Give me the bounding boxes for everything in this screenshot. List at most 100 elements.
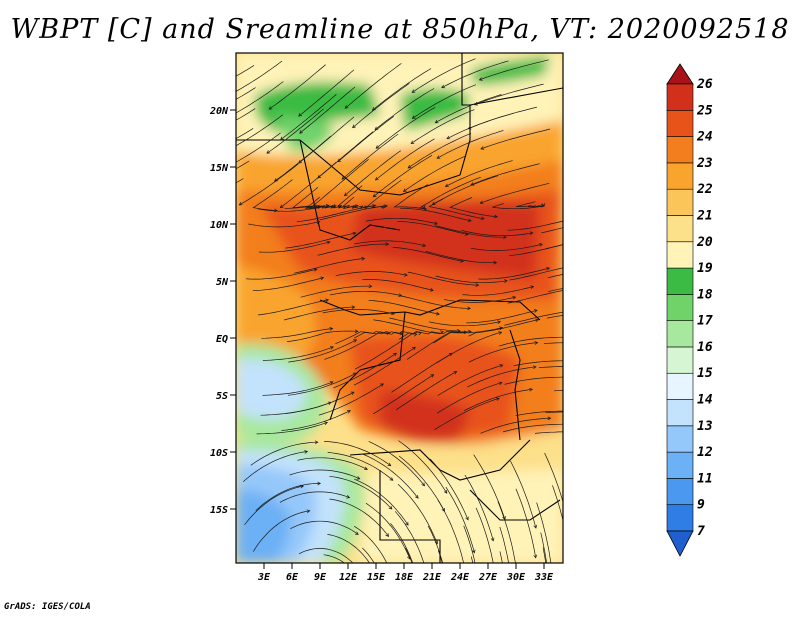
streamline-arrow bbox=[412, 346, 416, 351]
streamline bbox=[470, 243, 543, 251]
streamline-arrow bbox=[191, 138, 194, 141]
lat-label: 15N bbox=[210, 163, 229, 174]
streamline bbox=[470, 556, 474, 563]
streamline bbox=[368, 299, 440, 315]
streamline bbox=[372, 68, 432, 111]
lon-label: 9E bbox=[314, 572, 327, 583]
streamline bbox=[395, 371, 457, 411]
streamline-arrow bbox=[529, 387, 534, 392]
colorbar-box bbox=[666, 83, 694, 111]
lat-label: 15S bbox=[210, 505, 228, 516]
streamline bbox=[365, 502, 411, 560]
streamline bbox=[499, 526, 509, 563]
streamline bbox=[492, 203, 545, 210]
streamline bbox=[473, 454, 506, 520]
streamline bbox=[397, 483, 438, 544]
streamline-arrow bbox=[582, 359, 585, 362]
streamline-arrow bbox=[347, 410, 351, 414]
streamline-arrow bbox=[329, 381, 334, 385]
streamline bbox=[323, 554, 345, 563]
streamline bbox=[262, 346, 334, 361]
streamline bbox=[392, 246, 464, 262]
streamline bbox=[464, 474, 494, 541]
streamline-arrow bbox=[495, 397, 500, 401]
streamline bbox=[287, 372, 357, 396]
streamline-arrow bbox=[512, 295, 517, 300]
streamline-arrow bbox=[541, 202, 546, 207]
streamline bbox=[362, 279, 434, 291]
streamline bbox=[257, 299, 329, 316]
streamline bbox=[258, 241, 330, 253]
streamline-arrow bbox=[320, 276, 325, 281]
streamline-arrow bbox=[317, 481, 322, 486]
streamline bbox=[444, 296, 516, 303]
streamline-arrow bbox=[446, 135, 451, 140]
streamline-arrow bbox=[403, 272, 408, 277]
streamline bbox=[354, 333, 417, 370]
streamline-arrow bbox=[478, 593, 481, 596]
streamline bbox=[510, 460, 537, 529]
streamline bbox=[391, 353, 453, 393]
streamline-arrow bbox=[434, 119, 439, 124]
map-title: WBPT [C] and Sreamline at 850hPa, VT: 20… bbox=[10, 14, 790, 45]
streamline-arrow bbox=[547, 416, 552, 421]
colorbar-box bbox=[666, 241, 694, 269]
streamline-arrow bbox=[189, 158, 192, 161]
streamline bbox=[333, 352, 397, 389]
streamline bbox=[319, 205, 388, 221]
colorbar-label: 23 bbox=[696, 156, 713, 171]
streamline-arrow bbox=[354, 329, 359, 334]
streamline-arrow bbox=[326, 240, 331, 245]
streamline-arrow bbox=[575, 287, 578, 290]
streamline bbox=[330, 290, 402, 297]
streamline-arrow bbox=[502, 516, 506, 521]
streamline-arrow bbox=[388, 505, 393, 510]
streamline bbox=[398, 440, 448, 494]
streamline bbox=[337, 116, 395, 162]
streamline bbox=[466, 309, 538, 324]
colorbar-label: 20 bbox=[696, 235, 713, 250]
streamline-arrow bbox=[346, 495, 351, 499]
streamline bbox=[433, 327, 503, 344]
streamline-arrow bbox=[465, 516, 469, 521]
colorbar-box bbox=[666, 425, 694, 453]
streamline bbox=[540, 532, 548, 563]
streamline bbox=[479, 59, 549, 81]
streamline bbox=[252, 179, 293, 211]
streamline bbox=[287, 330, 358, 342]
streamline bbox=[352, 83, 410, 128]
streamline-arrow bbox=[604, 430, 607, 433]
streamline bbox=[394, 511, 425, 563]
streamline-arrow bbox=[615, 316, 618, 319]
streamline bbox=[344, 63, 402, 109]
streamline-arrow bbox=[511, 595, 514, 598]
streamline-arrow bbox=[443, 489, 448, 494]
streamline-arrow bbox=[329, 327, 334, 331]
lon-label: 15E bbox=[367, 572, 386, 583]
streamline bbox=[513, 360, 563, 367]
streamline bbox=[354, 525, 388, 563]
streamline bbox=[437, 550, 443, 563]
streamline-arrow bbox=[372, 193, 377, 198]
streamline-arrow bbox=[352, 231, 357, 236]
streamline-arrow bbox=[577, 264, 580, 267]
streamline bbox=[298, 548, 354, 563]
streamline-arrow bbox=[436, 311, 440, 316]
lon-ticks bbox=[263, 563, 545, 569]
streamline bbox=[261, 328, 333, 339]
streamline bbox=[389, 317, 461, 332]
streamline bbox=[327, 452, 394, 481]
streamline-arrow bbox=[374, 176, 379, 181]
streamline bbox=[239, 163, 299, 206]
colorbar: 7 9 11 12 13 14 15 16 17 18 19 20 21 22 23 24 25 26 bbox=[666, 63, 713, 557]
streamline-arrow bbox=[191, 117, 194, 120]
lon-label: 27E bbox=[478, 572, 498, 583]
streamline bbox=[463, 388, 533, 412]
streamline-arrow bbox=[352, 124, 356, 129]
streamline bbox=[236, 132, 281, 163]
streamline-arrow bbox=[405, 521, 409, 526]
streamline bbox=[373, 374, 434, 415]
colorbar-label: 24 bbox=[696, 130, 713, 145]
streamline bbox=[407, 331, 472, 360]
streamline-arrow bbox=[350, 391, 355, 395]
